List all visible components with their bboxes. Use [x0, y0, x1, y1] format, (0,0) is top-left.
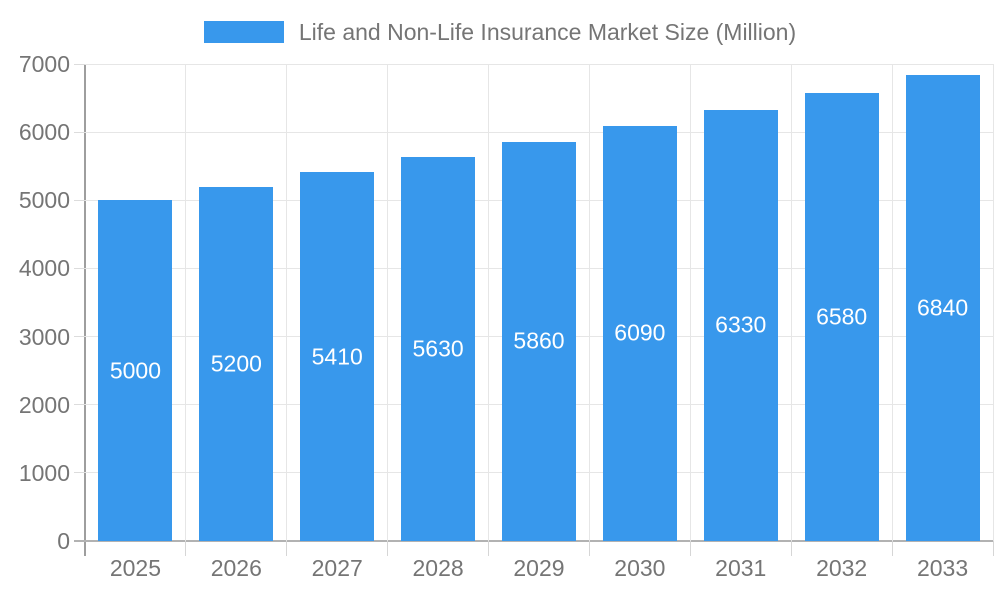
bar-2025[interactable]: 5000 — [98, 200, 173, 541]
plot-area: 5000 5200 5410 5630 5860 6090 6330 6580 6840 — [85, 63, 994, 541]
legend-swatch-icon — [203, 21, 284, 43]
x-axis-tick — [185, 541, 187, 556]
bar-value-label: 5410 — [311, 343, 363, 370]
x-axis-line — [74, 540, 993, 542]
y-axis-label: 0 — [57, 528, 70, 554]
bar-2026[interactable]: 5200 — [199, 186, 274, 541]
x-axis-label: 2026 — [210, 555, 262, 581]
y-axis-tick — [74, 404, 85, 406]
x-axis-label: 2025 — [109, 555, 162, 581]
bar-value-label: 5000 — [109, 357, 162, 384]
y-axis-tick — [74, 131, 85, 133]
bar-value-label: 6840 — [916, 294, 969, 321]
bar-2029[interactable]: 5860 — [502, 141, 576, 541]
y-axis-tick — [74, 472, 85, 474]
bar-value-label: 5860 — [513, 327, 565, 354]
x-axis-label: 2027 — [311, 555, 363, 581]
gridline-horizontal — [85, 131, 993, 133]
x-axis-tick — [891, 541, 893, 556]
bar-2027[interactable]: 5410 — [300, 172, 375, 541]
legend-label: Life and Non-Life Insurance Market Size … — [298, 18, 797, 45]
x-axis-label: 2028 — [412, 555, 464, 581]
x-axis-label: 2030 — [614, 555, 666, 581]
x-axis-label: 2031 — [715, 555, 767, 581]
bar-value-label: 6580 — [816, 303, 868, 330]
gridline-vertical — [488, 64, 490, 541]
x-axis-tick — [286, 541, 288, 556]
y-axis-label: 5000 — [18, 187, 70, 214]
bar-2032[interactable]: 6580 — [804, 92, 879, 541]
y-axis-tick — [74, 336, 85, 338]
bar-2033[interactable]: 6840 — [905, 74, 980, 541]
x-axis-tick — [689, 541, 691, 556]
y-axis-tick — [74, 63, 85, 65]
y-axis-line — [84, 64, 86, 556]
y-axis-label: 3000 — [18, 323, 70, 350]
y-axis-tick — [74, 267, 85, 269]
x-axis-tick — [588, 541, 590, 556]
y-axis-label: 6000 — [18, 119, 70, 146]
x-axis-tick — [387, 541, 389, 556]
bar-value-label: 6090 — [614, 319, 666, 346]
bar-value-label: 5200 — [210, 350, 262, 377]
x-axis-tick — [488, 541, 490, 556]
bar-value-label: 5630 — [412, 335, 464, 362]
x-axis-tick — [992, 541, 994, 556]
bar-2028[interactable]: 5630 — [401, 157, 476, 541]
y-axis-label: 4000 — [18, 255, 70, 282]
bar-value-label: 6330 — [715, 311, 767, 338]
gridline-vertical — [992, 64, 994, 541]
x-axis-tick — [790, 541, 792, 556]
gridline-vertical — [891, 64, 893, 541]
gridline-vertical — [387, 64, 389, 541]
x-axis-label: 2032 — [816, 555, 868, 581]
y-axis-label: 7000 — [18, 51, 70, 77]
y-axis-label: 1000 — [18, 459, 70, 486]
gridline-horizontal — [85, 63, 993, 65]
bar-2030[interactable]: 6090 — [602, 126, 677, 541]
gridline-vertical — [185, 64, 187, 541]
bar-2031[interactable]: 6330 — [703, 109, 778, 541]
legend[interactable]: Life and Non-Life Insurance Market Size … — [0, 19, 1000, 45]
gridline-vertical — [588, 64, 590, 541]
y-axis-tick — [74, 199, 85, 201]
x-axis-label: 2033 — [916, 555, 969, 581]
x-axis-label: 2029 — [513, 555, 565, 581]
gridline-vertical — [689, 64, 691, 541]
gridline-vertical — [286, 64, 288, 541]
gridline-vertical — [790, 64, 792, 541]
y-axis-label: 2000 — [18, 391, 70, 418]
